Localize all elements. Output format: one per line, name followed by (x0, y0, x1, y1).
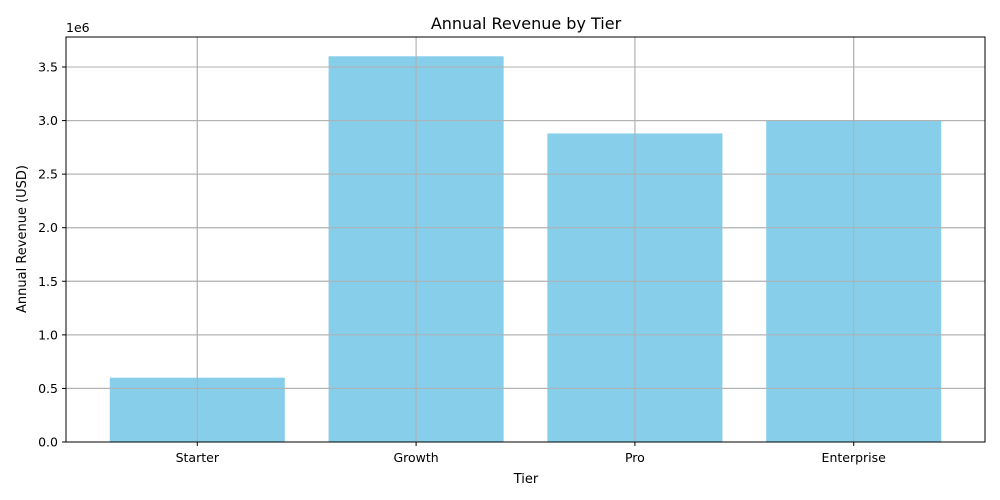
y-tick-label: 0.0 (38, 435, 58, 450)
y-tick-label: 1.5 (38, 274, 58, 289)
y-tick-label: 3.5 (38, 60, 58, 75)
x-tick-label: Pro (625, 450, 645, 465)
y-tick-label: 2.5 (38, 167, 58, 182)
y-tick-label: 1.0 (38, 327, 58, 342)
axes-layer: 0.0 0.5 1.0 1.5 2.0 2.5 3.0 3.5 Starter Growth Pro… (38, 36, 986, 465)
x-axis-label: Tier (513, 472, 539, 487)
x-tick-label: Starter (176, 450, 220, 465)
x-tick-label: Growth (393, 450, 438, 465)
y-tick-label: 0.5 (38, 381, 58, 396)
y-tick-label: 3.0 (38, 113, 58, 128)
bars-layer (109, 56, 942, 443)
y-tick-label: 2.0 (38, 220, 58, 235)
y-axis-label: Annual Revenue (USD) (15, 165, 30, 313)
y-axis-offset-label: 1e6 (66, 20, 90, 35)
chart-title: Annual Revenue by Tier (431, 14, 622, 33)
x-tick-label: Enterprise (822, 450, 887, 465)
plot-frame (65, 36, 986, 443)
